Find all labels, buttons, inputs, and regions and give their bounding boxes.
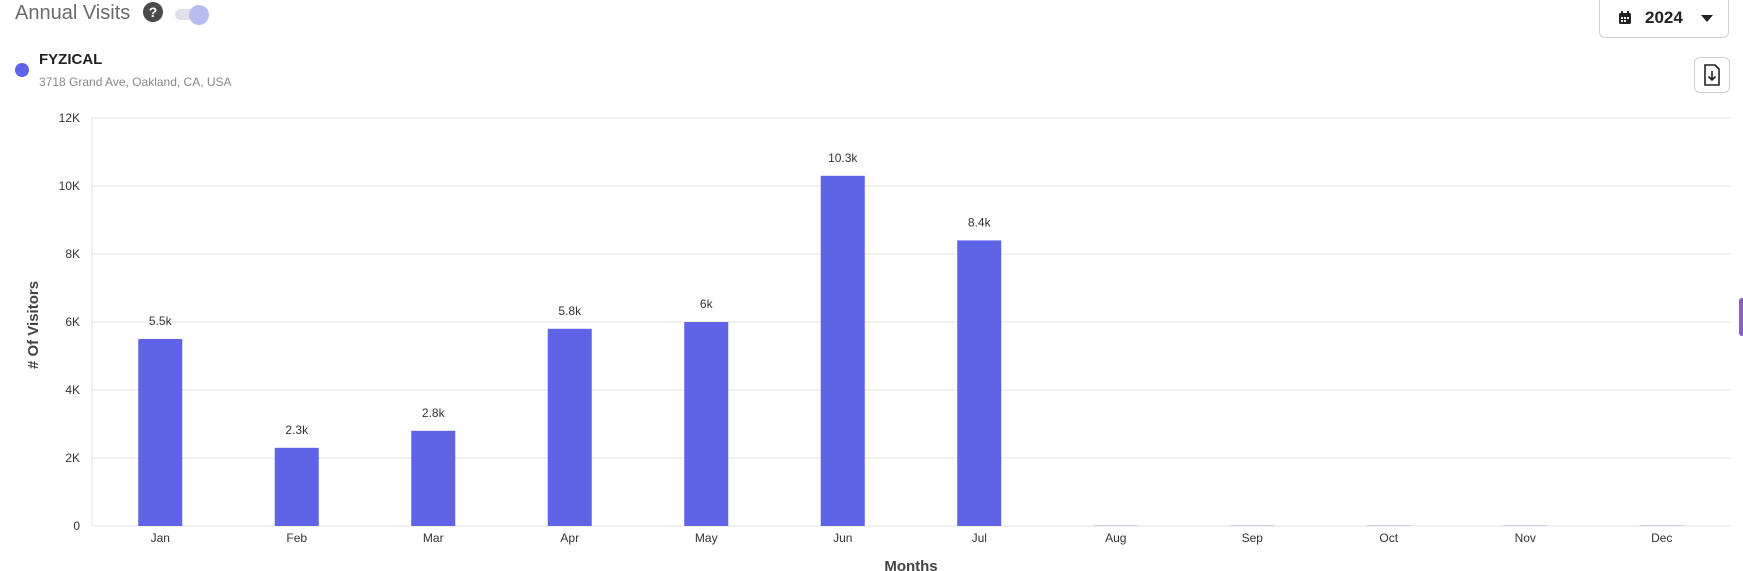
- bar-value-label: 5.8k: [558, 304, 582, 318]
- bar: [138, 339, 183, 526]
- visits-toggle[interactable]: [175, 5, 209, 25]
- x-tick-label: Mar: [423, 531, 444, 545]
- side-panel-tab[interactable]: [1739, 298, 1743, 336]
- x-axis-title: Months: [884, 558, 937, 571]
- bar-value-label: 10.3k: [828, 151, 858, 165]
- download-button[interactable]: [1694, 57, 1730, 93]
- y-tick-label: 8K: [65, 247, 80, 261]
- y-tick-label: 4K: [65, 383, 80, 397]
- bar: [684, 322, 729, 526]
- x-tick-label: Jun: [833, 531, 852, 545]
- question-circle-icon[interactable]: ?: [143, 2, 163, 22]
- bar-value-label: 5.5k: [149, 314, 173, 328]
- x-tick-label: Oct: [1379, 531, 1398, 545]
- x-tick-label: Feb: [286, 531, 307, 545]
- bar: [411, 430, 456, 526]
- bar: [1093, 525, 1138, 526]
- x-tick-label: Aug: [1105, 531, 1126, 545]
- bar: [1366, 525, 1411, 526]
- bar: [957, 240, 1002, 526]
- x-axis-ticks: Jan Feb Mar Apr May Jun Jul Aug Sep Oct Nov Dec: [151, 531, 1673, 545]
- y-axis-ticks: 0 2K 4K 6K 8K 10K 12K: [59, 111, 81, 533]
- bar-value-label: 2.3k: [285, 423, 309, 437]
- bars: [138, 175, 1684, 527]
- bar: [820, 175, 865, 527]
- file-download-icon: [1704, 64, 1720, 86]
- bar-value-label: 6k: [700, 297, 714, 311]
- bar-labels: 5.5k 2.3k 2.8k 5.8k 6k 10.3k 8.4k: [149, 151, 992, 437]
- year-select[interactable]: 2024: [1599, 0, 1729, 38]
- grid-lines: [91, 117, 1730, 527]
- x-tick-label: Dec: [1651, 531, 1672, 545]
- bar: [1503, 525, 1548, 526]
- bar: [1230, 525, 1275, 526]
- chart-title: Annual Visits: [15, 2, 131, 24]
- y-tick-label: 12K: [59, 111, 80, 125]
- bar-value-label: 8.4k: [968, 215, 992, 229]
- x-tick-label: May: [695, 531, 718, 545]
- bar: [274, 447, 319, 526]
- location-address: 3718 Grand Ave, Oakland, CA, USA: [39, 75, 232, 89]
- y-tick-label: 0: [73, 519, 80, 533]
- x-tick-label: Nov: [1515, 531, 1536, 545]
- bar-value-label: 2.8k: [422, 406, 446, 420]
- x-tick-label: Sep: [1242, 531, 1264, 545]
- y-axis-title: # Of Visitors: [25, 281, 42, 369]
- bar: [1639, 525, 1684, 526]
- chevron-down-icon: [1701, 15, 1713, 22]
- y-tick-label: 2K: [65, 451, 80, 465]
- toggle-knob: [189, 5, 209, 25]
- x-tick-label: Jul: [972, 531, 987, 545]
- calendar-icon: [1619, 11, 1631, 24]
- x-tick-label: Apr: [560, 531, 579, 545]
- year-select-value: 2024: [1645, 8, 1683, 27]
- y-tick-label: 6K: [65, 315, 80, 329]
- y-tick-label: 10K: [59, 179, 80, 193]
- x-tick-label: Jan: [151, 531, 170, 545]
- location-name: FYZICAL: [39, 51, 103, 68]
- legend-swatch: [15, 63, 29, 77]
- bar: [547, 328, 592, 526]
